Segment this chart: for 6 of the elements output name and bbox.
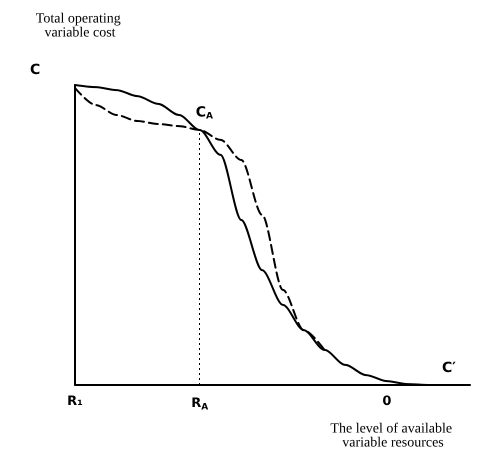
x-tick-label: 0 bbox=[382, 394, 392, 409]
y-axis-title: Total operating variable cost bbox=[36, 12, 124, 40]
annotation: C′ bbox=[442, 360, 456, 376]
x-tick-label: R₁ bbox=[67, 394, 83, 409]
text: C bbox=[30, 62, 40, 78]
x-axis-title: The level of available variable resources bbox=[330, 422, 456, 450]
